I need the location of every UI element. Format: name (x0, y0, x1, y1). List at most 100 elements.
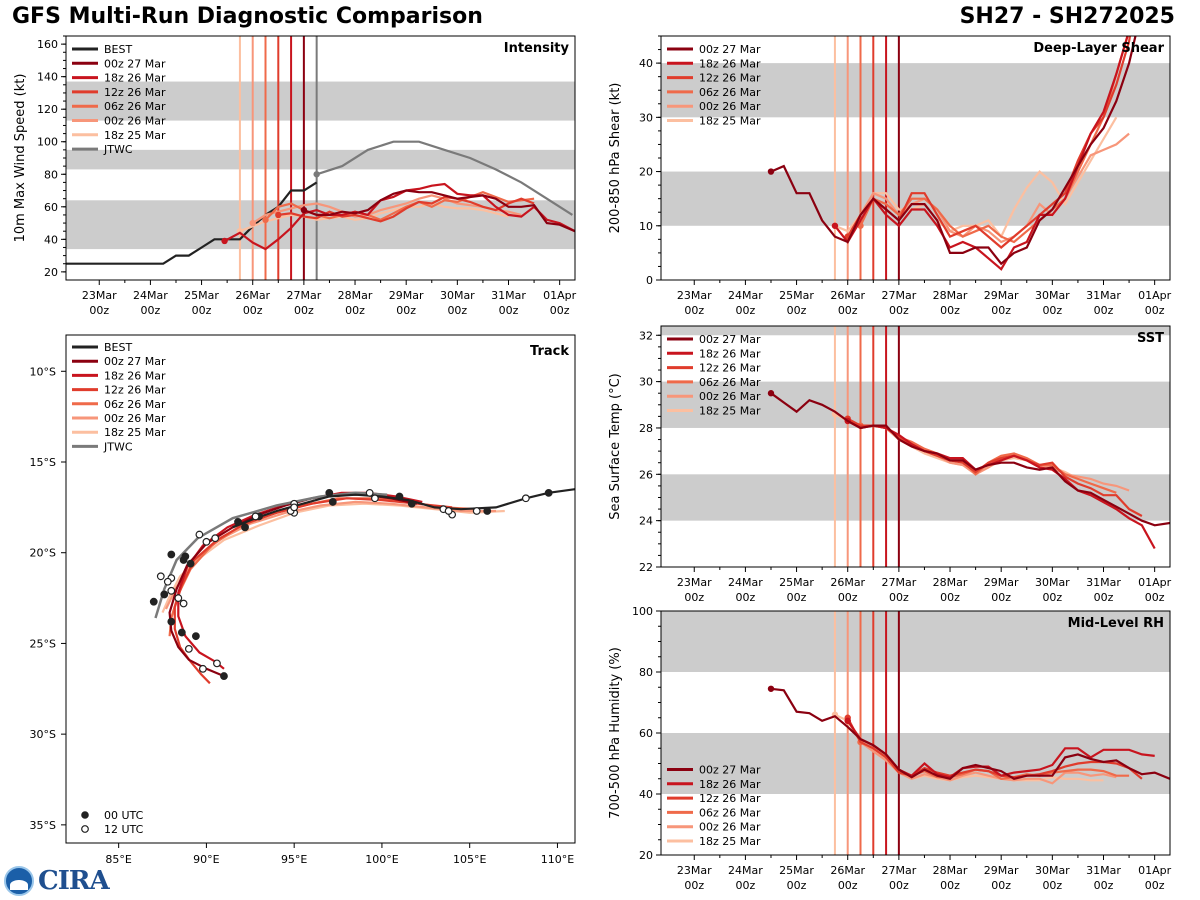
track-jtwc-line (154, 491, 388, 619)
run-start-marker (262, 216, 269, 224)
legend-label: BEST (104, 43, 132, 56)
run-start-marker (249, 219, 256, 227)
noaa-logo-bird (10, 880, 28, 890)
x-tick-label-hour: 00z (141, 304, 161, 317)
x-tick-label-date: 30Mar (1035, 576, 1070, 589)
y-axis-label: 200-850 hPa Shear (kt) (608, 83, 623, 234)
x-tick-label-date: 31Mar (1086, 289, 1121, 302)
legend-marker-12utc (81, 825, 89, 833)
x-tick-label-hour: 00z (787, 591, 807, 604)
legend-label: 00z 26 Mar (699, 821, 761, 834)
track-run-line (168, 497, 479, 637)
legend-label: 12z 26 Mar (699, 72, 761, 85)
legend-label: 18z 26 Mar (104, 72, 166, 85)
x-tick-label-date: 31Mar (491, 289, 526, 302)
x-tick-label-date: 29Mar (984, 864, 1019, 877)
run-start-marker (831, 222, 839, 229)
track-dot-00utc (186, 559, 195, 568)
track-run-line (173, 497, 453, 685)
x-tick-label-hour: 00z (889, 304, 909, 317)
legend-label: 18z 26 Mar (104, 369, 166, 382)
x-tick-label-date: 26Mar (235, 289, 270, 302)
x-tick-label-date: 28Mar (933, 576, 968, 589)
run-line (224, 182, 575, 251)
panel-title: Mid-Level RH (1068, 616, 1164, 631)
y-tick-label: 10°S (30, 365, 56, 378)
x-tick-label-hour: 00z (940, 879, 960, 892)
track-dot-12utc (521, 494, 530, 503)
legend-label: JTWC (103, 143, 133, 156)
x-tick-label-hour: 00z (1094, 591, 1114, 604)
y-tick-label: 30 (639, 376, 653, 389)
legend-label: 00z 27 Mar (699, 764, 761, 777)
x-tick-label-date: 25Mar (779, 864, 814, 877)
x-tick-label-date: 30Mar (440, 289, 475, 302)
y-tick-label: 28 (639, 422, 653, 435)
track-dot-12utc (472, 507, 481, 515)
shaded-band (66, 149, 575, 170)
plot-area (661, 326, 1170, 567)
run-start-marker (767, 685, 775, 692)
legend-label: 06z 26 Mar (104, 398, 166, 411)
track-dot-00utc (241, 523, 249, 532)
track-dot-00utc (167, 550, 176, 559)
shaded-band (661, 326, 1170, 336)
y-tick-label: 30°S (30, 728, 56, 741)
legend-label: 00z 26 Mar (104, 115, 166, 128)
plot-area (661, 611, 1170, 855)
track-dot-00utc (544, 488, 553, 497)
legend-label: 00z 27 Mar (104, 355, 166, 368)
x-tick-label-hour: 00z (889, 591, 909, 604)
y-tick-label: 100 (37, 136, 58, 149)
y-tick-label: 20°S (30, 547, 56, 560)
x-tick-label-date: 29Mar (389, 289, 424, 302)
x-tick-label: 95°E (281, 853, 307, 866)
x-tick-label-hour: 00z (940, 304, 960, 317)
x-tick-label-date: 30Mar (1035, 289, 1070, 302)
track-dot-12utc (251, 512, 260, 521)
y-tick-label: 32 (639, 329, 653, 342)
storm-id: SH27 - SH272025 (959, 4, 1175, 29)
track-best-line (232, 488, 575, 529)
track-run-line (161, 502, 505, 614)
x-tick-label-hour: 00z (684, 304, 704, 317)
legend-label: 12z 26 Mar (104, 86, 166, 99)
x-tick-label-hour: 00z (1145, 591, 1165, 604)
x-tick-label-date: 27Mar (286, 289, 321, 302)
track-dot-12utc (163, 577, 172, 586)
track-dot-12utc (290, 503, 299, 512)
track-chart: 85°E 90°E 95°E 100°E 105°E 110°E 10°S 15°S 20°S 2… (30, 334, 576, 866)
plot-frame (65, 334, 576, 844)
y-tick-label: 100 (632, 605, 653, 618)
legend-label: 00z 26 Mar (104, 412, 166, 425)
run-line (239, 202, 509, 233)
x-tick-label: 105°E (453, 853, 486, 866)
x-tick-label-date: 25Mar (779, 289, 814, 302)
track-dot-00utc (149, 597, 158, 606)
y-tick-label: 15°S (30, 456, 56, 469)
legend-label: 18z 26 Mar (699, 57, 761, 70)
track-dot-00utc (407, 499, 416, 508)
x-tick-label-hour: 00z (294, 304, 314, 317)
x-tick-label-hour: 00z (1042, 591, 1062, 604)
run-line (770, 392, 1170, 527)
y-tick-label: 120 (37, 103, 58, 116)
jtwc-start-marker (313, 171, 320, 178)
shaded-band (661, 611, 1170, 672)
x-tick-label: 100°E (365, 853, 398, 866)
y-tick-label: 160 (37, 38, 58, 51)
y-tick-label: 20 (44, 266, 58, 279)
intensity-chart: 20 40 60 80 100 120 140 160 23Mar 00z 24Mar 00z 25Ma… (13, 35, 577, 317)
track-dot-00utc (483, 507, 492, 515)
run-line (303, 189, 575, 233)
x-tick-label-date: 01Apr (1138, 864, 1172, 877)
y-tick-label: 80 (639, 666, 653, 679)
y-tick-label: 26 (639, 468, 653, 481)
legend-label: 18z 25 Mar (699, 405, 761, 418)
legend-label: 18z 26 Mar (699, 347, 761, 360)
y-tick-label: 80 (44, 168, 58, 181)
track-dot-00utc (191, 632, 200, 641)
y-tick-label: 40 (639, 57, 653, 70)
x-tick-label-hour: 00z (1094, 304, 1114, 317)
track-dot-12utc (174, 594, 183, 602)
